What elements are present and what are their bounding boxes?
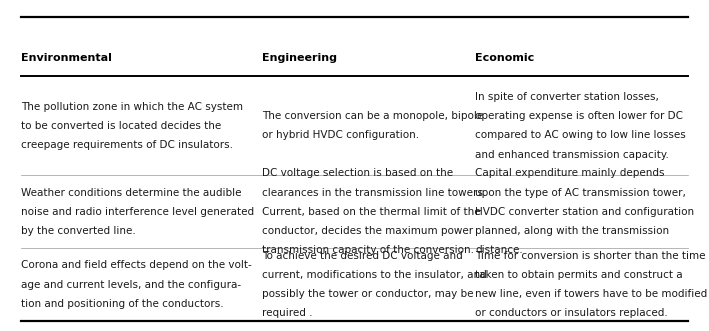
Text: possibly the tower or conductor, may be: possibly the tower or conductor, may be [262,289,474,299]
Text: Capital expenditure mainly depends: Capital expenditure mainly depends [475,168,664,178]
Text: upon the type of AC transmission tower,: upon the type of AC transmission tower, [475,188,686,198]
Text: Current, based on the thermal limit of the: Current, based on the thermal limit of t… [262,207,481,217]
Text: HVDC converter station and configuration: HVDC converter station and configuration [475,207,694,217]
Text: tion and positioning of the conductors.: tion and positioning of the conductors. [21,299,224,309]
Text: compared to AC owing to low line losses: compared to AC owing to low line losses [475,130,686,140]
Text: current, modifications to the insulator, and: current, modifications to the insulator,… [262,270,487,280]
Text: or hybrid HVDC configuration.: or hybrid HVDC configuration. [262,130,420,140]
Text: or conductors or insulators replaced.: or conductors or insulators replaced. [475,308,668,318]
Text: creepage requirements of DC insulators.: creepage requirements of DC insulators. [21,140,233,150]
Text: The pollution zone in which the AC system: The pollution zone in which the AC syste… [21,102,243,112]
Text: by the converted line.: by the converted line. [21,226,136,236]
Text: and enhanced transmission capacity.: and enhanced transmission capacity. [475,150,669,160]
Text: new line, even if towers have to be modified: new line, even if towers have to be modi… [475,289,708,299]
Text: to be converted is located decides the: to be converted is located decides the [21,121,221,131]
Text: conductor, decides the maximum power: conductor, decides the maximum power [262,226,474,236]
Text: DC voltage selection is based on the: DC voltage selection is based on the [262,168,454,178]
Text: Weather conditions determine the audible: Weather conditions determine the audible [21,188,242,198]
Text: age and current levels, and the configura-: age and current levels, and the configur… [21,280,241,290]
Text: distance.: distance. [475,245,523,255]
Text: Environmental: Environmental [21,53,112,63]
Text: The conversion can be a monopole, bipole: The conversion can be a monopole, bipole [262,111,484,121]
Text: required .: required . [262,308,313,318]
Text: Corona and field effects depend on the volt-: Corona and field effects depend on the v… [21,260,252,270]
Text: Engineering: Engineering [262,53,337,63]
Text: operating expense is often lower for DC: operating expense is often lower for DC [475,111,683,121]
Text: In spite of converter station losses,: In spite of converter station losses, [475,92,659,102]
Text: transmission capacity of the conversion.: transmission capacity of the conversion. [262,245,474,255]
Text: To achieve the desired DC voltage and: To achieve the desired DC voltage and [262,251,463,261]
Text: Time for conversion is shorter than the time: Time for conversion is shorter than the … [475,251,705,261]
Text: clearances in the transmission line towers.: clearances in the transmission line towe… [262,188,486,198]
Text: planned, along with the transmission: planned, along with the transmission [475,226,669,236]
Text: taken to obtain permits and construct a: taken to obtain permits and construct a [475,270,683,280]
Text: noise and radio interference level generated: noise and radio interference level gener… [21,207,255,217]
Text: Economic: Economic [475,53,535,63]
